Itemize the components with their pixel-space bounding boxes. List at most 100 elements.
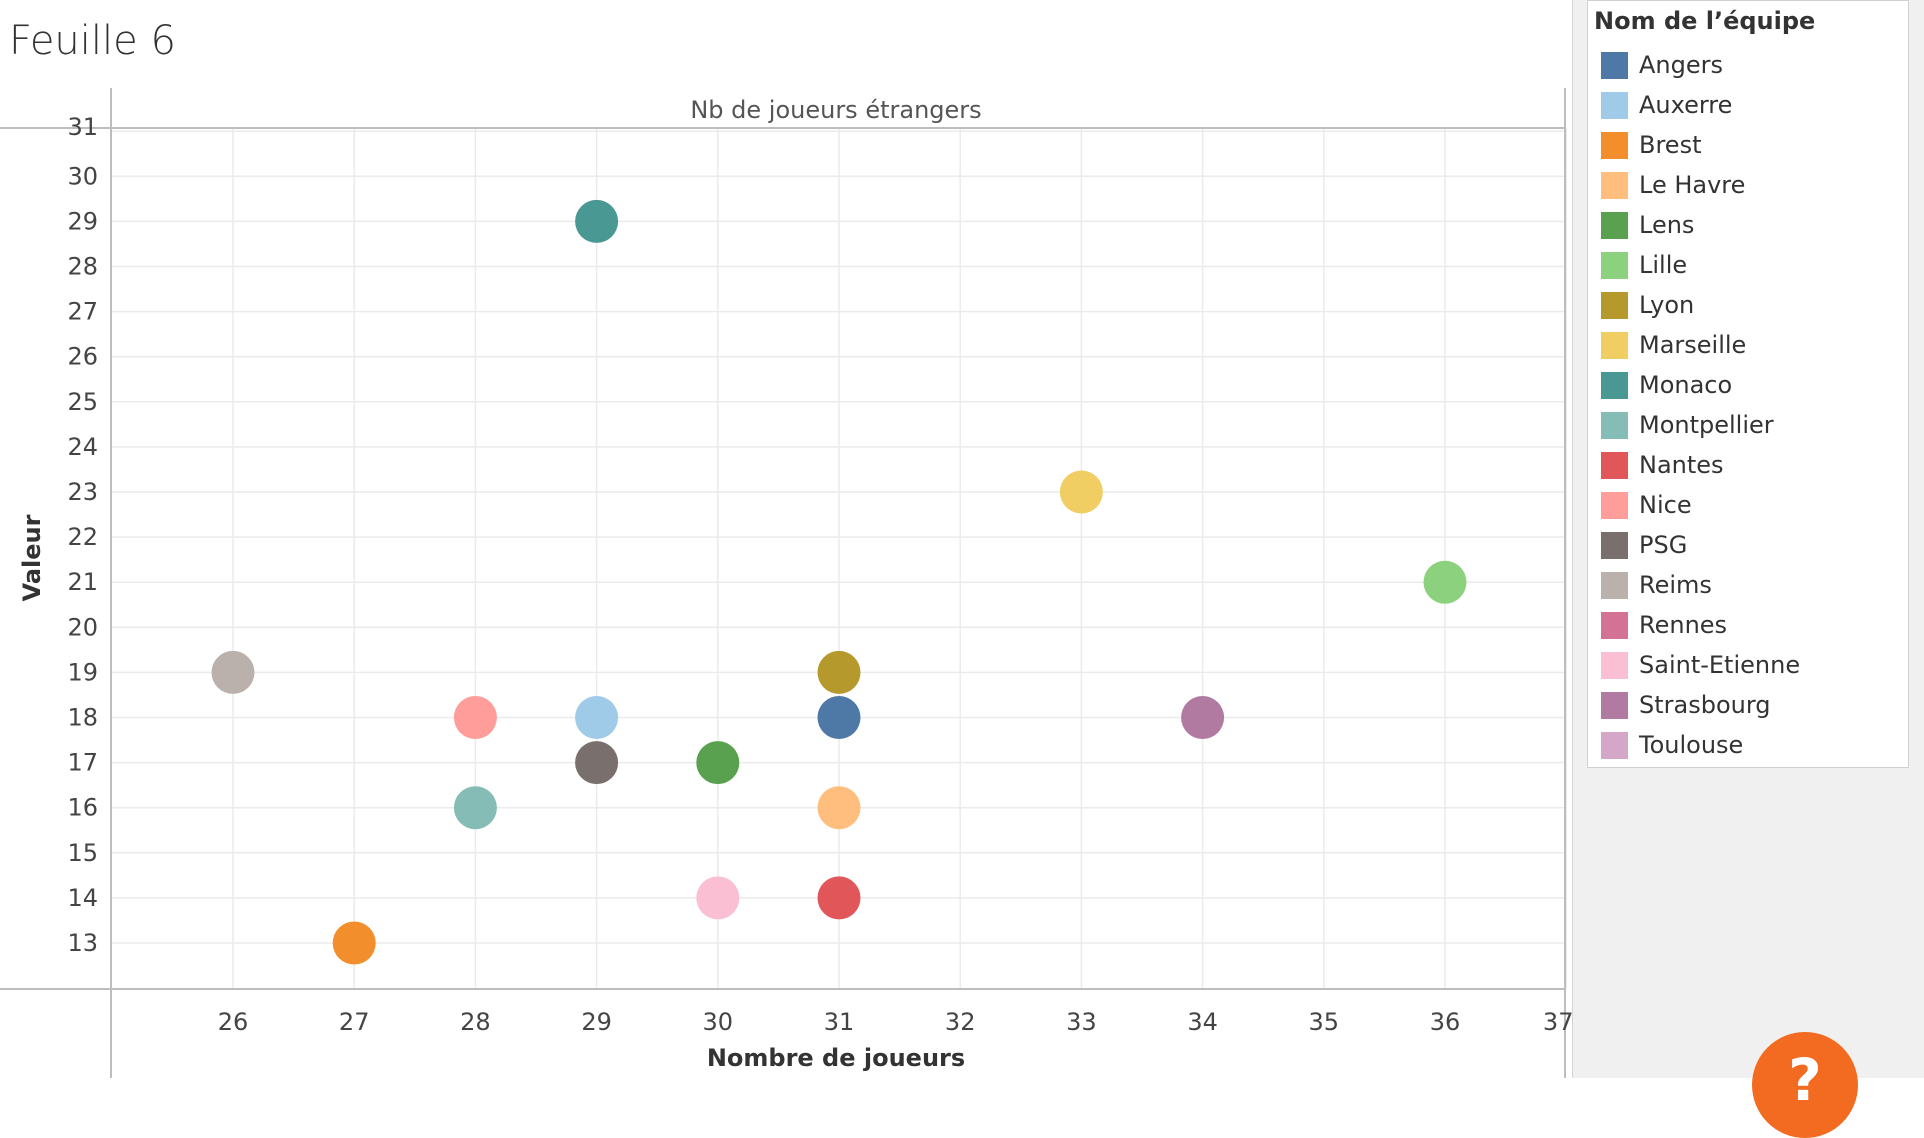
legend-item[interactable]: Lyon: [1601, 285, 1800, 325]
x-tick-label: 34: [1187, 1008, 1218, 1036]
legend-swatch: [1601, 451, 1628, 479]
legend-label: Nice: [1639, 491, 1692, 519]
legend-item[interactable]: Lille: [1601, 245, 1800, 285]
legend-label: Lyon: [1639, 291, 1695, 319]
legend-item[interactable]: Brest: [1601, 125, 1800, 165]
y-tick-label: 14: [67, 884, 98, 912]
y-tick-label: 15: [67, 839, 98, 867]
data-point-le-havre: [817, 786, 861, 830]
data-point-strasbourg: [1181, 696, 1225, 739]
legend-swatch: [1601, 491, 1628, 519]
data-points: [211, 199, 1467, 965]
y-tick-label: 19: [67, 658, 98, 686]
legend-item[interactable]: Angers: [1601, 45, 1800, 85]
legend-swatch: [1601, 531, 1628, 559]
y-tick-label: 29: [67, 207, 98, 235]
legend-label: Saint-Etienne: [1639, 651, 1801, 679]
chart-title: Nb de joueurs étrangers: [690, 96, 981, 124]
y-tick-label: 21: [67, 568, 98, 596]
legend-label: Toulouse: [1639, 731, 1744, 759]
y-tick-label: 17: [67, 749, 98, 777]
y-tick-label: 13: [67, 929, 98, 957]
data-point-monaco: [575, 199, 619, 243]
data-point-auxerre: [575, 696, 619, 739]
x-tick-label: 33: [1066, 1008, 1097, 1036]
x-tick-label: 35: [1309, 1008, 1340, 1036]
data-point-nice: [453, 696, 497, 739]
legend-list: Angers Auxerre Brest Le Havre Lens Lille Lyon M…: [1601, 45, 1800, 765]
legend-item[interactable]: Nice: [1601, 485, 1800, 525]
legend-swatch: [1601, 371, 1628, 399]
y-tick-label: 27: [67, 298, 98, 326]
x-tick-label: 31: [824, 1008, 855, 1036]
data-point-saint-etienne: [696, 876, 740, 920]
y-tick-label: 30: [67, 162, 98, 190]
legend-swatch: [1601, 571, 1628, 599]
axes: [0, 88, 1566, 1078]
x-tick-label: 29: [581, 1008, 612, 1036]
data-point-nantes: [817, 876, 861, 920]
y-tick-label: 25: [67, 388, 98, 416]
legend-label: Auxerre: [1639, 91, 1733, 119]
legend-label: PSG: [1639, 531, 1688, 559]
x-tick-label: 36: [1430, 1008, 1461, 1036]
legend-item[interactable]: Lens: [1601, 205, 1800, 245]
legend-label: Nantes: [1639, 451, 1724, 479]
data-point-lille: [1423, 560, 1467, 604]
legend-label: Brest: [1639, 131, 1702, 159]
y-tick-label: 18: [67, 704, 98, 732]
legend-swatch: [1601, 651, 1628, 679]
legend-swatch: [1601, 331, 1628, 359]
legend-item[interactable]: Le Havre: [1601, 165, 1800, 205]
tick-labels: 26 27 28 29 30 31 32 33 34 35 36 37 13 14 15 16 17 18 19 20…: [67, 113, 1572, 1036]
legend-swatch: [1601, 611, 1628, 639]
legend-swatch: [1601, 411, 1628, 439]
data-point-angers: [817, 696, 861, 739]
legend-item[interactable]: Monaco: [1601, 365, 1800, 405]
legend-item[interactable]: Montpellier: [1601, 405, 1800, 445]
y-axis-label: Valeur: [18, 514, 46, 601]
legend-item[interactable]: Auxerre: [1601, 85, 1800, 125]
scatter-chart: Nb de joueurs étrangers Nombre de joueur…: [0, 88, 1572, 1078]
legend-swatch: [1601, 291, 1628, 319]
data-point-lyon: [817, 650, 861, 694]
data-point-reims: [211, 650, 255, 694]
y-tick-label: 16: [67, 794, 98, 822]
legend-label: Strasbourg: [1639, 691, 1771, 719]
grid: [111, 128, 1567, 989]
legend-label: Marseille: [1639, 331, 1747, 359]
data-point-psg: [575, 741, 619, 785]
x-tick-label: 30: [703, 1008, 734, 1036]
legend-swatch: [1601, 131, 1628, 159]
legend-item[interactable]: Saint-Etienne: [1601, 645, 1800, 685]
legend-label: Monaco: [1639, 371, 1733, 399]
legend-swatch: [1601, 171, 1628, 199]
legend-item[interactable]: Toulouse: [1601, 725, 1800, 765]
legend-item[interactable]: Nantes: [1601, 445, 1800, 485]
y-tick-label: 26: [67, 343, 98, 371]
legend-label: Lille: [1639, 251, 1688, 279]
data-point-montpellier: [453, 786, 497, 830]
legend-label: Rennes: [1639, 611, 1728, 639]
legend-swatch: [1601, 211, 1628, 239]
data-point-brest: [332, 921, 376, 965]
legend-swatch: [1601, 91, 1628, 119]
y-tick-label: 23: [67, 478, 98, 506]
legend-item[interactable]: Strasbourg: [1601, 685, 1800, 725]
y-tick-label: 20: [67, 613, 98, 641]
x-tick-label: 26: [218, 1008, 249, 1036]
x-tick-label: 28: [460, 1008, 491, 1036]
x-tick-label: 27: [339, 1008, 370, 1036]
data-point-marseille: [1059, 470, 1103, 514]
color-legend: Nom de l’équipe Angers Auxerre Brest Le Hav…: [1587, 0, 1909, 768]
legend-label: Reims: [1639, 571, 1712, 599]
y-tick-label: 24: [67, 433, 98, 461]
y-tick-label: 22: [67, 523, 98, 551]
legend-item[interactable]: Marseille: [1601, 325, 1800, 365]
legend-item[interactable]: Reims: [1601, 565, 1800, 605]
legend-label: Le Havre: [1639, 171, 1746, 199]
legend-swatch: [1601, 51, 1628, 79]
legend-item[interactable]: Rennes: [1601, 605, 1800, 645]
legend-item[interactable]: PSG: [1601, 525, 1800, 565]
help-button[interactable]: ?: [1752, 1032, 1858, 1138]
